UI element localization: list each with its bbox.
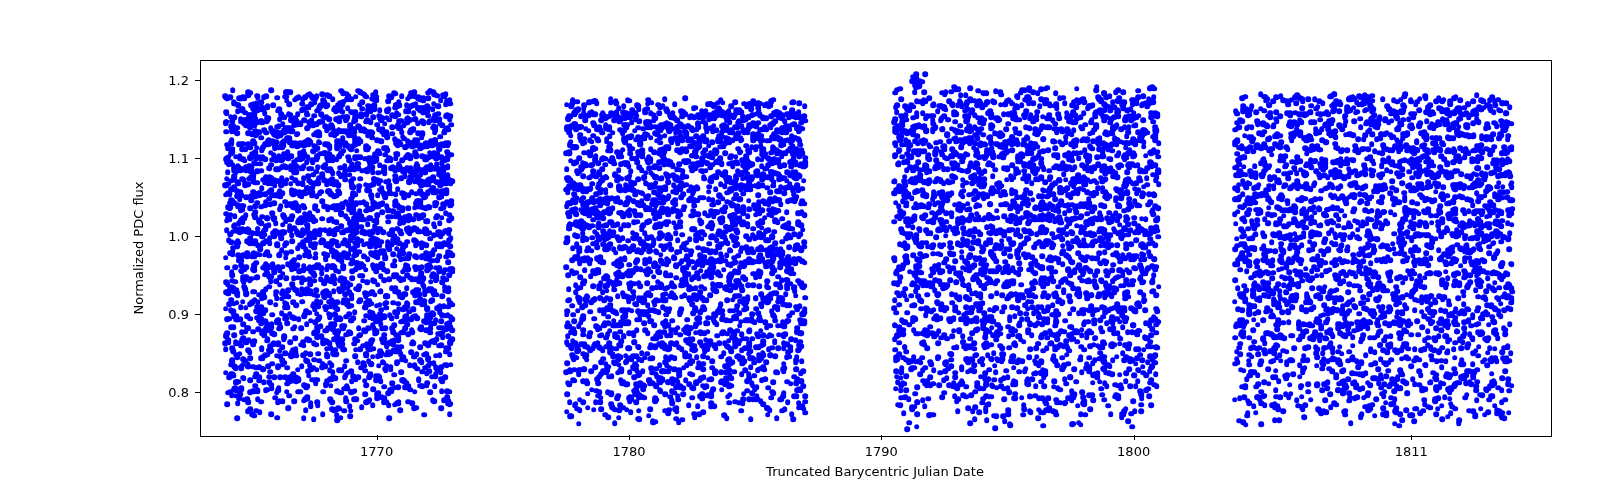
y-tick-mark	[195, 158, 200, 159]
y-tick-label: 1.2	[168, 72, 189, 87]
x-tick-mark	[1411, 435, 1412, 440]
plot-area	[200, 60, 1552, 437]
x-tick-label: 1770	[360, 444, 393, 459]
x-tick-label: 1811	[1395, 444, 1428, 459]
x-tick-mark	[629, 435, 630, 440]
y-tick-mark	[195, 236, 200, 237]
y-tick-label: 0.9	[168, 306, 189, 321]
y-tick-mark	[195, 392, 200, 393]
x-tick-label: 1780	[612, 444, 645, 459]
x-tick-mark	[377, 435, 378, 440]
x-axis-label: Truncated Barycentric Julian Date	[766, 464, 984, 479]
y-axis-label: Normalized PDC flux	[131, 181, 146, 314]
y-tick-label: 1.0	[168, 228, 189, 243]
x-tick-label: 1800	[1117, 444, 1150, 459]
figure: 1770 1780 1790 1800 1811 0.8 0.9 1.0 1.1 1.2 Trun…	[0, 0, 1600, 500]
y-tick-mark	[195, 314, 200, 315]
x-tick-mark	[1134, 435, 1135, 440]
y-tick-label: 1.1	[168, 150, 189, 165]
x-tick-label: 1790	[865, 444, 898, 459]
y-tick-label: 0.8	[168, 385, 189, 400]
y-tick-mark	[195, 80, 200, 81]
x-tick-mark	[881, 435, 882, 440]
